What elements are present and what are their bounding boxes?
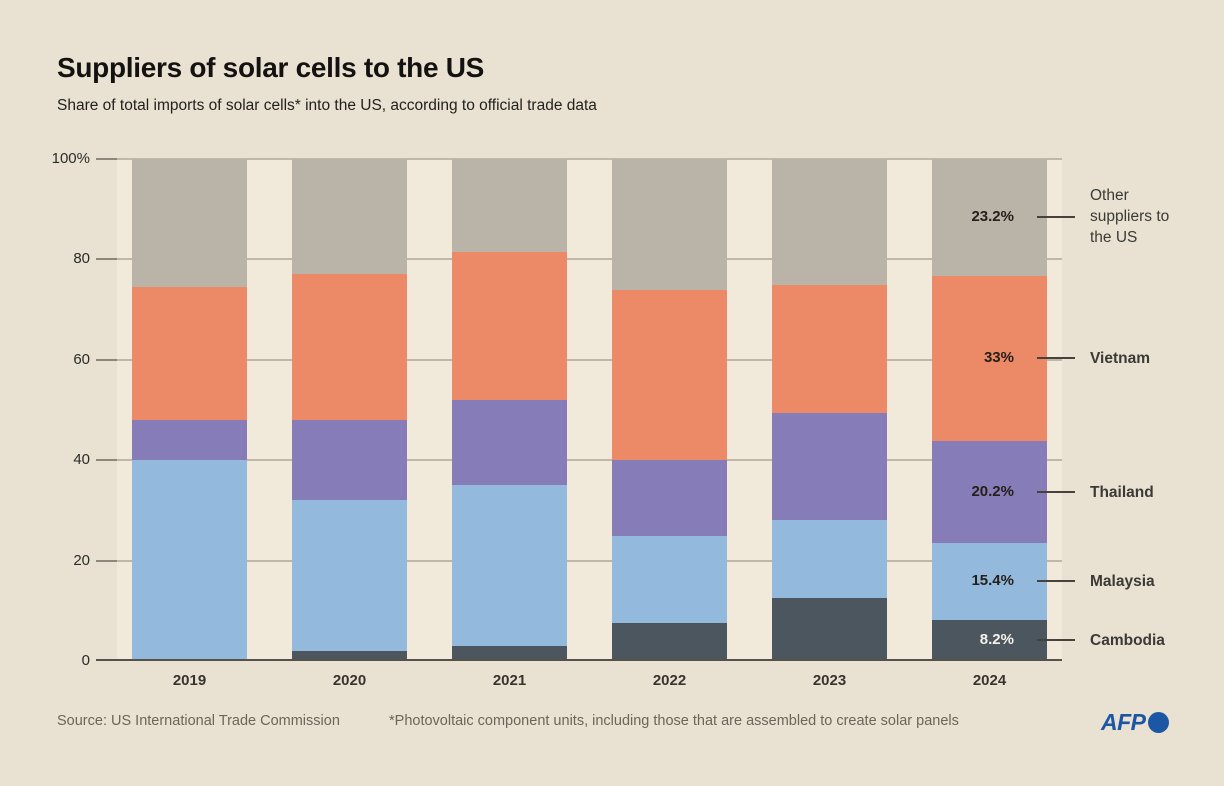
segment-2020-thailand	[292, 420, 407, 501]
segment-2020-cambodia	[292, 650, 407, 661]
segment-2022-other-suppliers-to-the-us	[612, 159, 727, 290]
segment-2024-cambodia	[932, 619, 1047, 661]
value-label-2024-thailand: 20.2%	[971, 482, 1014, 500]
segment-2023-thailand	[772, 412, 887, 521]
plot-area	[117, 158, 1062, 661]
y-tick-label-60: 60	[73, 350, 90, 368]
gridline-20	[117, 559, 1062, 562]
bar-2022	[612, 159, 727, 661]
segment-2024-malaysia	[932, 542, 1047, 620]
x-tick-label-2024: 2024	[972, 672, 1007, 689]
segment-2024-other-suppliers-to-the-us	[932, 159, 1047, 276]
bar-2020	[292, 159, 407, 661]
y-tick-60	[96, 358, 117, 361]
segment-2022-thailand	[612, 460, 727, 536]
segment-2019-vietnam	[132, 287, 247, 421]
segment-2021-thailand	[452, 400, 567, 486]
y-tick-80	[96, 258, 117, 261]
legend-connector-malaysia	[1037, 580, 1075, 583]
x-tick-label-2021: 2021	[492, 672, 527, 689]
gridline-100	[117, 158, 1062, 161]
footnote: *Photovoltaic component units, including…	[389, 713, 959, 729]
x-tick-label-2023: 2023	[812, 672, 847, 689]
segment-2020-vietnam	[292, 274, 407, 421]
gridline-60	[117, 358, 1062, 361]
segment-2021-cambodia	[452, 645, 567, 661]
legend-connector-vietnam	[1037, 357, 1075, 360]
segment-2023-other-suppliers-to-the-us	[772, 159, 887, 285]
bar-2021	[452, 159, 567, 661]
afp-logo: AFP	[1101, 708, 1169, 736]
y-tick-label-80: 80	[73, 250, 90, 268]
segment-2023-cambodia	[772, 598, 887, 661]
segment-2020-malaysia	[292, 500, 407, 651]
gridline-80	[117, 258, 1062, 261]
y-tick-100	[96, 158, 117, 160]
afp-logo-circle-icon	[1147, 711, 1169, 733]
y-tick-20	[96, 559, 117, 562]
bar-2024	[932, 159, 1047, 661]
x-tick-label-2019: 2019	[172, 672, 207, 689]
chart-subtitle: Share of total imports of solar cells* i…	[57, 97, 597, 114]
gridline-40	[117, 459, 1062, 462]
legend-label-cambodia: Cambodia	[1090, 632, 1165, 650]
segment-2019-malaysia	[132, 460, 247, 659]
source-credit: Source: US International Trade Commissio…	[57, 713, 340, 729]
legend-connector-thailand	[1037, 490, 1075, 493]
bar-2023	[772, 159, 887, 661]
legend-label-thailand: Thailand	[1090, 483, 1154, 501]
segment-2019-other-suppliers-to-the-us	[132, 159, 247, 288]
segment-2024-thailand	[932, 441, 1047, 543]
x-tick-label-2022: 2022	[652, 672, 687, 689]
bar-2019	[132, 159, 247, 661]
y-tick-label-40: 40	[73, 451, 90, 469]
y-tick-40	[96, 459, 117, 462]
segment-2022-malaysia	[612, 535, 727, 624]
segment-2022-vietnam	[612, 289, 727, 461]
y-tick-label-0: 0	[81, 652, 90, 669]
legend-connector-cambodia	[1037, 639, 1075, 642]
afp-logo-text: AFP	[1101, 708, 1146, 735]
segment-2023-malaysia	[772, 520, 887, 599]
y-tick-label-20: 20	[73, 551, 90, 569]
segment-2021-other-suppliers-to-the-us	[452, 159, 567, 252]
legend-label-other-suppliers-to-the-us: Other suppliers to the US	[1090, 187, 1170, 247]
legend-label-vietnam: Vietnam	[1090, 350, 1151, 368]
segment-2020-other-suppliers-to-the-us	[292, 159, 407, 275]
segment-2019-thailand	[132, 420, 247, 461]
x-axis-baseline	[96, 659, 1062, 661]
value-label-2024-other-suppliers-to-the-us: 23.2%	[971, 208, 1014, 226]
chart-title: Suppliers of solar cells to the US	[57, 52, 485, 83]
segment-2024-vietnam	[932, 275, 1047, 442]
segment-2023-vietnam	[772, 284, 887, 413]
value-label-2024-vietnam: 33%	[983, 349, 1014, 367]
value-label-2024-malaysia: 15.4%	[971, 572, 1014, 590]
segment-2021-malaysia	[452, 485, 567, 646]
legend-connector-other-suppliers-to-the-us	[1037, 216, 1075, 219]
value-label-2024-cambodia: 8.2%	[979, 631, 1014, 649]
segment-2021-vietnam	[452, 251, 567, 400]
x-tick-label-2020: 2020	[332, 672, 367, 689]
y-tick-label-100: 100%	[51, 150, 90, 167]
legend-label-malaysia: Malaysia	[1090, 573, 1155, 591]
segment-2022-cambodia	[612, 623, 727, 661]
